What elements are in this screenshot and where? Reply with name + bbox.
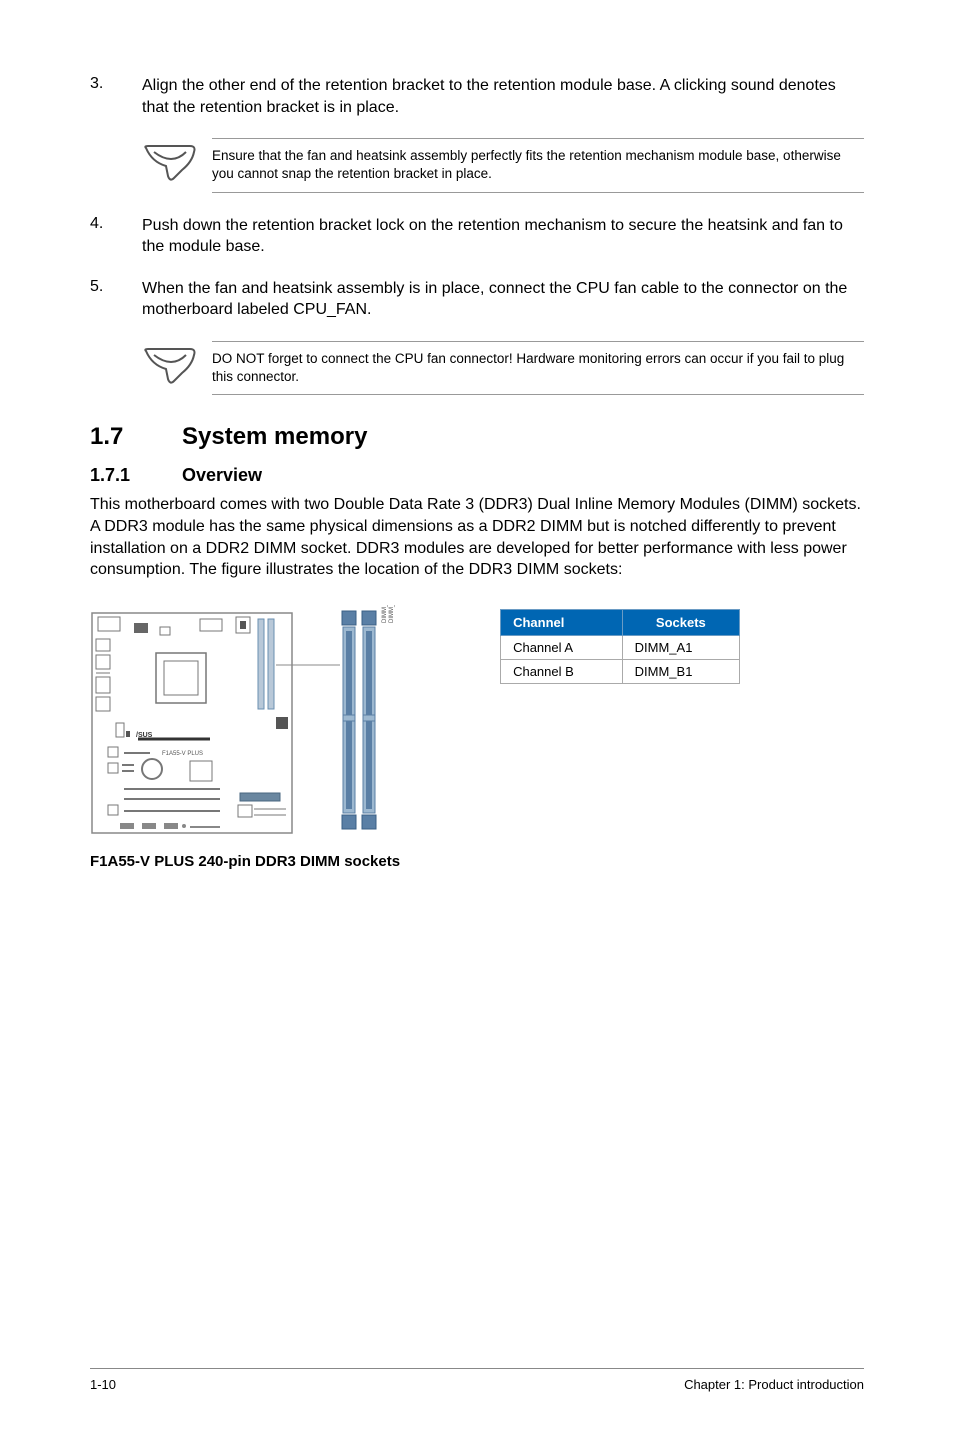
note-block: Ensure that the fan and heatsink assembl… [142,138,864,192]
note-block: DO NOT forget to connect the CPU fan con… [142,341,864,395]
svg-text:DIMM_B1: DIMM_B1 [389,605,395,623]
table-row: Channel A DIMM_A1 [501,635,740,659]
step-number: 4. [90,215,142,258]
table-row: Channel B DIMM_B1 [501,659,740,683]
diagram-container: /SUS F1A55-V PLUS [90,605,400,870]
step-number: 3. [90,75,142,118]
step-text: When the fan and heatsink assembly is in… [142,278,864,321]
step-text: Align the other end of the retention bra… [142,75,864,118]
overview-paragraph: This motherboard comes with two Double D… [90,494,864,580]
table-header-row: Channel Sockets [501,609,740,635]
subsection-number: 1.7.1 [90,465,182,486]
motherboard-diagram: /SUS F1A55-V PLUS [90,605,400,845]
step-text: Push down the retention bracket lock on … [142,215,864,258]
page-number: 1-10 [90,1377,116,1392]
svg-text:F1A55-V PLUS: F1A55-V PLUS [162,751,203,757]
table-header: Sockets [622,609,739,635]
note-icon [142,138,212,182]
diagram-row: /SUS F1A55-V PLUS [90,605,864,870]
step-item: 4. Push down the retention bracket lock … [90,215,864,258]
step-number: 5. [90,278,142,321]
note-text: Ensure that the fan and heatsink assembl… [212,138,864,192]
svg-text:DIMM_A1: DIMM_A1 [382,605,388,623]
note-icon [142,341,212,385]
chapter-label: Chapter 1: Product introduction [684,1377,864,1392]
table-cell: Channel A [501,635,623,659]
step-item: 5. When the fan and heatsink assembly is… [90,278,864,321]
diagram-caption: F1A55-V PLUS 240-pin DDR3 DIMM sockets [90,853,400,870]
table-cell: DIMM_B1 [622,659,739,683]
table-header: Channel [501,609,623,635]
table-cell: DIMM_A1 [622,635,739,659]
channel-table: Channel Sockets Channel A DIMM_A1 Channe… [500,609,740,684]
svg-text:/SUS: /SUS [136,732,153,739]
section-title: System memory [182,423,367,450]
step-item: 3. Align the other end of the retention … [90,75,864,118]
section-heading: 1.7System memory [90,423,864,451]
section-number: 1.7 [90,423,182,451]
subsection-title: Overview [182,465,262,485]
page-footer: 1-10 Chapter 1: Product introduction [90,1368,864,1392]
note-text: DO NOT forget to connect the CPU fan con… [212,341,864,395]
table-cell: Channel B [501,659,623,683]
subsection-heading: 1.7.1Overview [90,465,864,486]
